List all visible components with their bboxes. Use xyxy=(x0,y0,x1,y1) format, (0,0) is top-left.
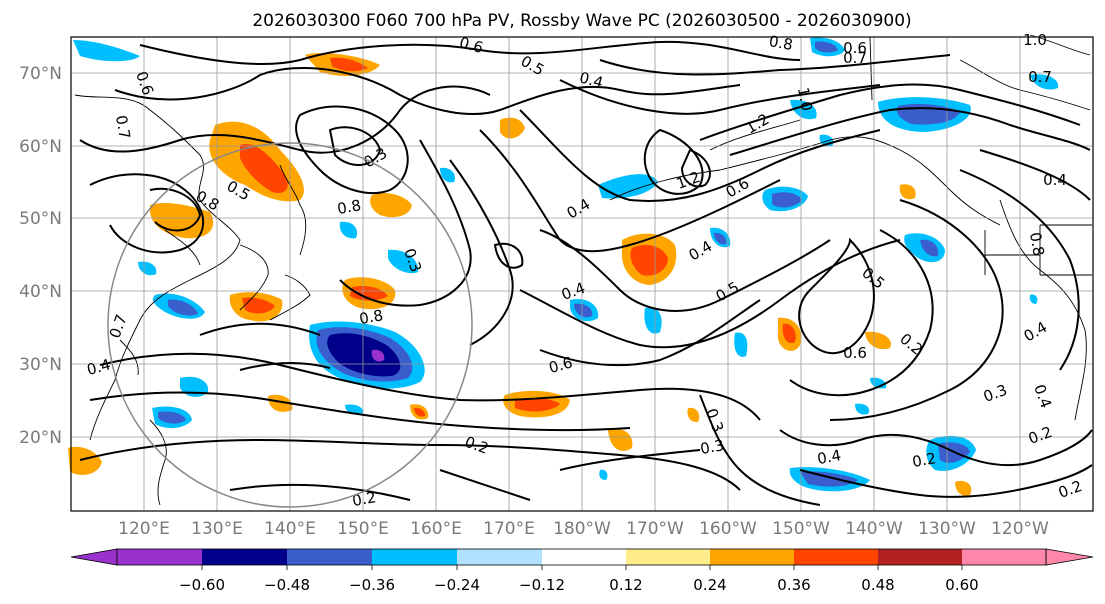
colorbar: −0.60 −0.48 −0.36 −0.24 −0.12 0.12 0.24 … xyxy=(70,548,1094,594)
contour-label: 0.4 xyxy=(816,446,843,468)
contour-label: 1.0 xyxy=(1023,31,1047,49)
reference-circle xyxy=(107,142,473,508)
contour-label: 0.4 xyxy=(577,68,605,92)
lat-label: 30°N xyxy=(19,355,62,375)
lon-label: 180°W xyxy=(553,519,611,539)
contour-label: 0.6 xyxy=(843,344,867,362)
contour-label: 0.8 xyxy=(336,196,363,218)
lon-label: 170°E xyxy=(483,519,535,539)
lon-label: 160°W xyxy=(699,519,757,539)
contour-label: 0.4 xyxy=(1043,171,1067,189)
lon-label: 160°E xyxy=(410,519,462,539)
map-frame xyxy=(70,36,1094,512)
lon-label: 130°E xyxy=(191,519,243,539)
colorbar-segment xyxy=(962,549,1046,565)
lon-label: 150°W xyxy=(772,519,830,539)
contour-label: 0.8 xyxy=(358,306,385,328)
lon-label: 140°E xyxy=(264,519,316,539)
colorbar-segment xyxy=(457,549,542,565)
colorbar-tick-label: 0.60 xyxy=(945,576,978,594)
figure-title: 2026030300 F060 700 hPa PV, Rossby Wave … xyxy=(252,11,911,31)
lat-label: 60°N xyxy=(19,137,62,157)
colorbar-extend-low xyxy=(70,548,118,566)
pv-contours xyxy=(79,40,1093,506)
colorbar-tick-label: −0.24 xyxy=(434,576,480,594)
colorbar-ticks xyxy=(201,565,963,570)
contour-label: 0.8 xyxy=(768,32,795,54)
contour-label: 0.3 xyxy=(699,436,726,458)
contour-label: 0.7 xyxy=(843,49,867,67)
colorbar-tick-label: −0.48 xyxy=(264,576,310,594)
colorbar-segment xyxy=(372,549,457,565)
contour-label: 0.7 xyxy=(112,114,134,141)
colorbar-frame xyxy=(116,548,1047,566)
coastlines xyxy=(74,34,1092,506)
map-panel: 0.6 0.5 0.4 0.8 0.6 0.7 1.0 0.7 0.6 0.7 … xyxy=(68,31,1094,512)
colorbar-segment xyxy=(117,549,202,565)
colorbar-segment xyxy=(794,549,878,565)
colorbar-segment xyxy=(710,549,794,565)
contour-label: 0.2 xyxy=(911,449,938,471)
lon-label: 120°E xyxy=(118,519,170,539)
lon-label: 140°W xyxy=(845,519,903,539)
colorbar-tick-label: 0.24 xyxy=(693,576,726,594)
lat-label: 70°N xyxy=(19,64,62,84)
latitude-axis: 70°N 60°N 50°N 40°N 30°N 20°N xyxy=(19,64,62,448)
lon-label: 120°W xyxy=(991,519,1049,539)
colorbar-tick-label: −0.12 xyxy=(519,576,565,594)
contour-label: 1.0 xyxy=(794,86,816,113)
lat-label: 40°N xyxy=(19,282,62,302)
lon-label: 150°E xyxy=(337,519,389,539)
longitude-axis: 120°E 130°E 140°E 150°E 160°E 170°E 180°… xyxy=(118,519,1049,539)
rossby-wave-pc-shading xyxy=(68,37,1059,496)
contour-label: 0.7 xyxy=(1028,68,1052,86)
contour-label: 0.6 xyxy=(457,33,485,57)
lat-label: 20°N xyxy=(19,428,62,448)
lon-label: 170°W xyxy=(626,519,684,539)
colorbar-segment xyxy=(542,549,626,565)
graticule xyxy=(71,37,1093,511)
colorbar-segment xyxy=(878,549,962,565)
colorbar-segment xyxy=(287,549,372,565)
colorbar-segment xyxy=(202,549,287,565)
colorbar-tick-label: −0.36 xyxy=(349,576,395,594)
lat-label: 50°N xyxy=(19,209,62,229)
colorbar-segment xyxy=(626,549,710,565)
contour-label: 0.6 xyxy=(843,39,867,57)
colorbar-tick-label: 0.48 xyxy=(861,576,894,594)
colorbar-tick-label: 0.12 xyxy=(609,576,642,594)
lon-label: 130°W xyxy=(918,519,976,539)
colorbar-tick-label: −0.60 xyxy=(179,576,225,594)
colorbar-tick-label: 0.36 xyxy=(777,576,810,594)
contour-label: 0.8 xyxy=(1026,231,1048,258)
contour-label: 0.4 xyxy=(85,355,113,379)
contour-label: 0.6 xyxy=(547,353,575,377)
colorbar-extend-high xyxy=(1045,548,1094,566)
